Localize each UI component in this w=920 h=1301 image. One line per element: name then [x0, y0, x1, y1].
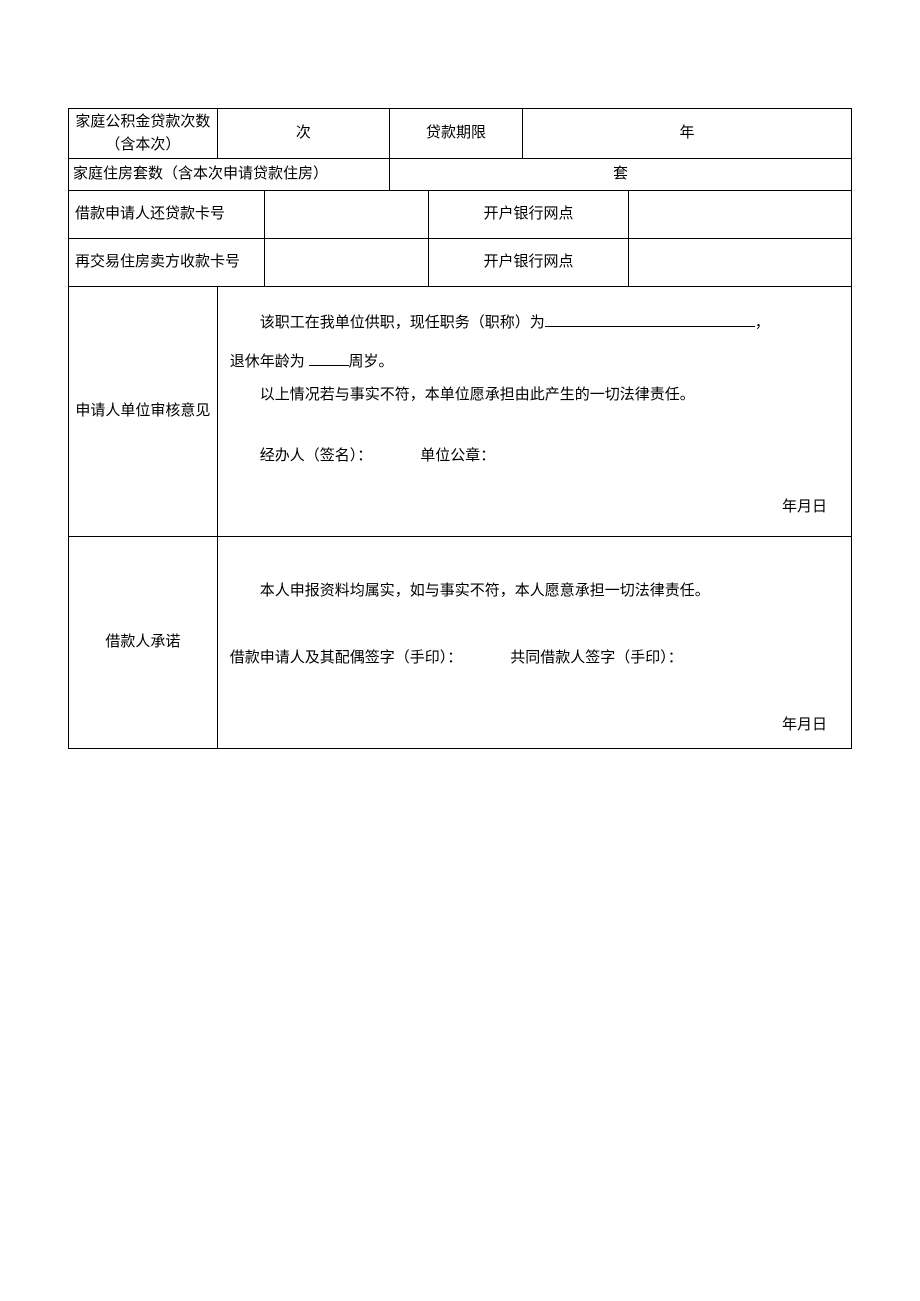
commitment-sign-row: 借款申请人及其配偶签字（手印）： 共同借款人签字（手印）： — [230, 642, 827, 675]
value-loan-count: 次 — [217, 109, 389, 159]
table-row-audit: 申请人单位审核意见 该职工在我单位供职，现任职务（职称）为 ， 退休年龄为 周岁。… — [69, 286, 852, 536]
commitment-content: 本人申报资料均属实，如与事实不符，本人愿意承担一切法律责任。 借款申请人及其配偶… — [217, 536, 851, 748]
commitment-line-1: 本人申报资料均属实，如与事实不符，本人愿意承担一切法律责任。 — [230, 575, 827, 608]
audit-text-2b: 周岁。 — [349, 354, 394, 370]
label-audit: 申请人单位审核意见 — [69, 286, 218, 536]
blank-position — [545, 326, 755, 327]
audit-text-1a: 该职工在我单位供职，现任职务（职称）为 — [260, 315, 545, 331]
label-repay-card: 借款申请人还贷款卡号 — [69, 190, 265, 238]
audit-sign-row: 经办人（签名）： 单位公章： — [230, 440, 827, 473]
table-row: 借款申请人还贷款卡号 开户银行网点 — [69, 190, 852, 238]
label-house-count: 家庭住房套数（含本次申请贷款住房） — [69, 159, 390, 191]
table-row: 家庭住房套数（含本次申请贷款住房） 套 — [69, 159, 852, 191]
audit-content: 该职工在我单位供职，现任职务（职称）为 ， 退休年龄为 周岁。 以上情况若与事实不… — [217, 286, 851, 536]
value-bank-branch-1 — [628, 190, 851, 238]
value-loan-term: 年 — [523, 109, 852, 159]
audit-line-2: 退休年龄为 周岁。 — [230, 346, 827, 379]
table-row: 再交易住房卖方收款卡号 开户银行网点 — [69, 238, 852, 286]
label-commitment: 借款人承诺 — [69, 536, 218, 748]
table-row-commitment: 借款人承诺 本人申报资料均属实，如与事实不符，本人愿意承担一切法律责任。 借款申… — [69, 536, 852, 748]
audit-line-3: 以上情况若与事实不符，本单位愿承担由此产生的一切法律责任。 — [230, 379, 827, 412]
audit-line-1: 该职工在我单位供职，现任职务（职称）为 ， — [230, 307, 827, 340]
label-seller-card: 再交易住房卖方收款卡号 — [69, 238, 265, 286]
audit-text-2a: 退休年龄为 — [230, 354, 309, 370]
table-row: 家庭公积金贷款次数（含本次） 次 贷款期限 年 — [69, 109, 852, 159]
value-house-count: 套 — [390, 159, 852, 191]
label-bank-branch-2: 开户银行网点 — [429, 238, 629, 286]
commitment-date: 年月日 — [230, 709, 827, 742]
audit-stamp: 单位公章： — [420, 448, 495, 464]
commitment-sign-1: 借款申请人及其配偶签字（手印）： — [230, 650, 463, 666]
audit-handler: 经办人（签名）： — [260, 448, 373, 464]
label-loan-count: 家庭公积金贷款次数（含本次） — [69, 109, 218, 159]
label-loan-term: 贷款期限 — [390, 109, 523, 159]
audit-date: 年月日 — [230, 491, 827, 524]
form-table: 家庭公积金贷款次数（含本次） 次 贷款期限 年 家庭住房套数（含本次申请贷款住房… — [68, 108, 852, 749]
audit-text-1b: ， — [755, 315, 770, 331]
commitment-sign-2: 共同借款人签字（手印）： — [510, 650, 683, 666]
blank-age — [309, 365, 349, 366]
label-bank-branch-1: 开户银行网点 — [429, 190, 629, 238]
value-seller-card — [264, 238, 428, 286]
value-bank-branch-2 — [628, 238, 851, 286]
value-repay-card — [264, 190, 428, 238]
